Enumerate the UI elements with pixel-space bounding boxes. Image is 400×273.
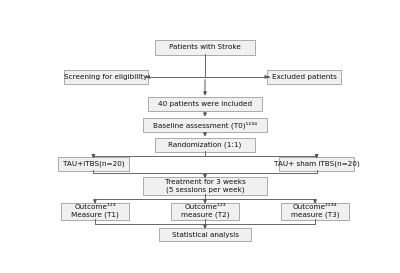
Text: Outcome²²³⁴
measure (T3): Outcome²²³⁴ measure (T3) bbox=[291, 204, 339, 218]
FancyBboxPatch shape bbox=[58, 157, 129, 171]
Text: Randomization (1:1): Randomization (1:1) bbox=[168, 142, 242, 149]
Text: Statistical analysis: Statistical analysis bbox=[172, 232, 238, 238]
FancyBboxPatch shape bbox=[143, 118, 267, 132]
Text: Excluded patients: Excluded patients bbox=[272, 74, 337, 80]
FancyBboxPatch shape bbox=[61, 203, 129, 220]
FancyBboxPatch shape bbox=[143, 177, 267, 195]
Text: Treatment for 3 weeks
(5 sessions per week): Treatment for 3 weeks (5 sessions per we… bbox=[164, 179, 246, 193]
FancyBboxPatch shape bbox=[64, 70, 148, 84]
FancyBboxPatch shape bbox=[279, 157, 354, 171]
FancyBboxPatch shape bbox=[155, 138, 254, 152]
Text: Patients with Stroke: Patients with Stroke bbox=[169, 44, 241, 51]
Text: Outcome¹²³
measure (T2): Outcome¹²³ measure (T2) bbox=[181, 204, 229, 218]
Text: Baseline assessment (T0)¹²³⁴: Baseline assessment (T0)¹²³⁴ bbox=[153, 121, 257, 129]
FancyBboxPatch shape bbox=[281, 203, 349, 220]
FancyBboxPatch shape bbox=[171, 203, 239, 220]
FancyBboxPatch shape bbox=[267, 70, 341, 84]
Text: Screening for eligibility: Screening for eligibility bbox=[64, 74, 148, 80]
Text: TAU+iTBS(n=20): TAU+iTBS(n=20) bbox=[62, 161, 124, 167]
Text: TAU+ sham iTBS(n=20): TAU+ sham iTBS(n=20) bbox=[274, 161, 360, 167]
Text: Outcome¹²³
Measure (T1): Outcome¹²³ Measure (T1) bbox=[71, 204, 119, 218]
FancyBboxPatch shape bbox=[148, 97, 262, 111]
FancyBboxPatch shape bbox=[155, 40, 254, 55]
Text: 40 patients were included: 40 patients were included bbox=[158, 101, 252, 107]
FancyBboxPatch shape bbox=[158, 228, 252, 241]
